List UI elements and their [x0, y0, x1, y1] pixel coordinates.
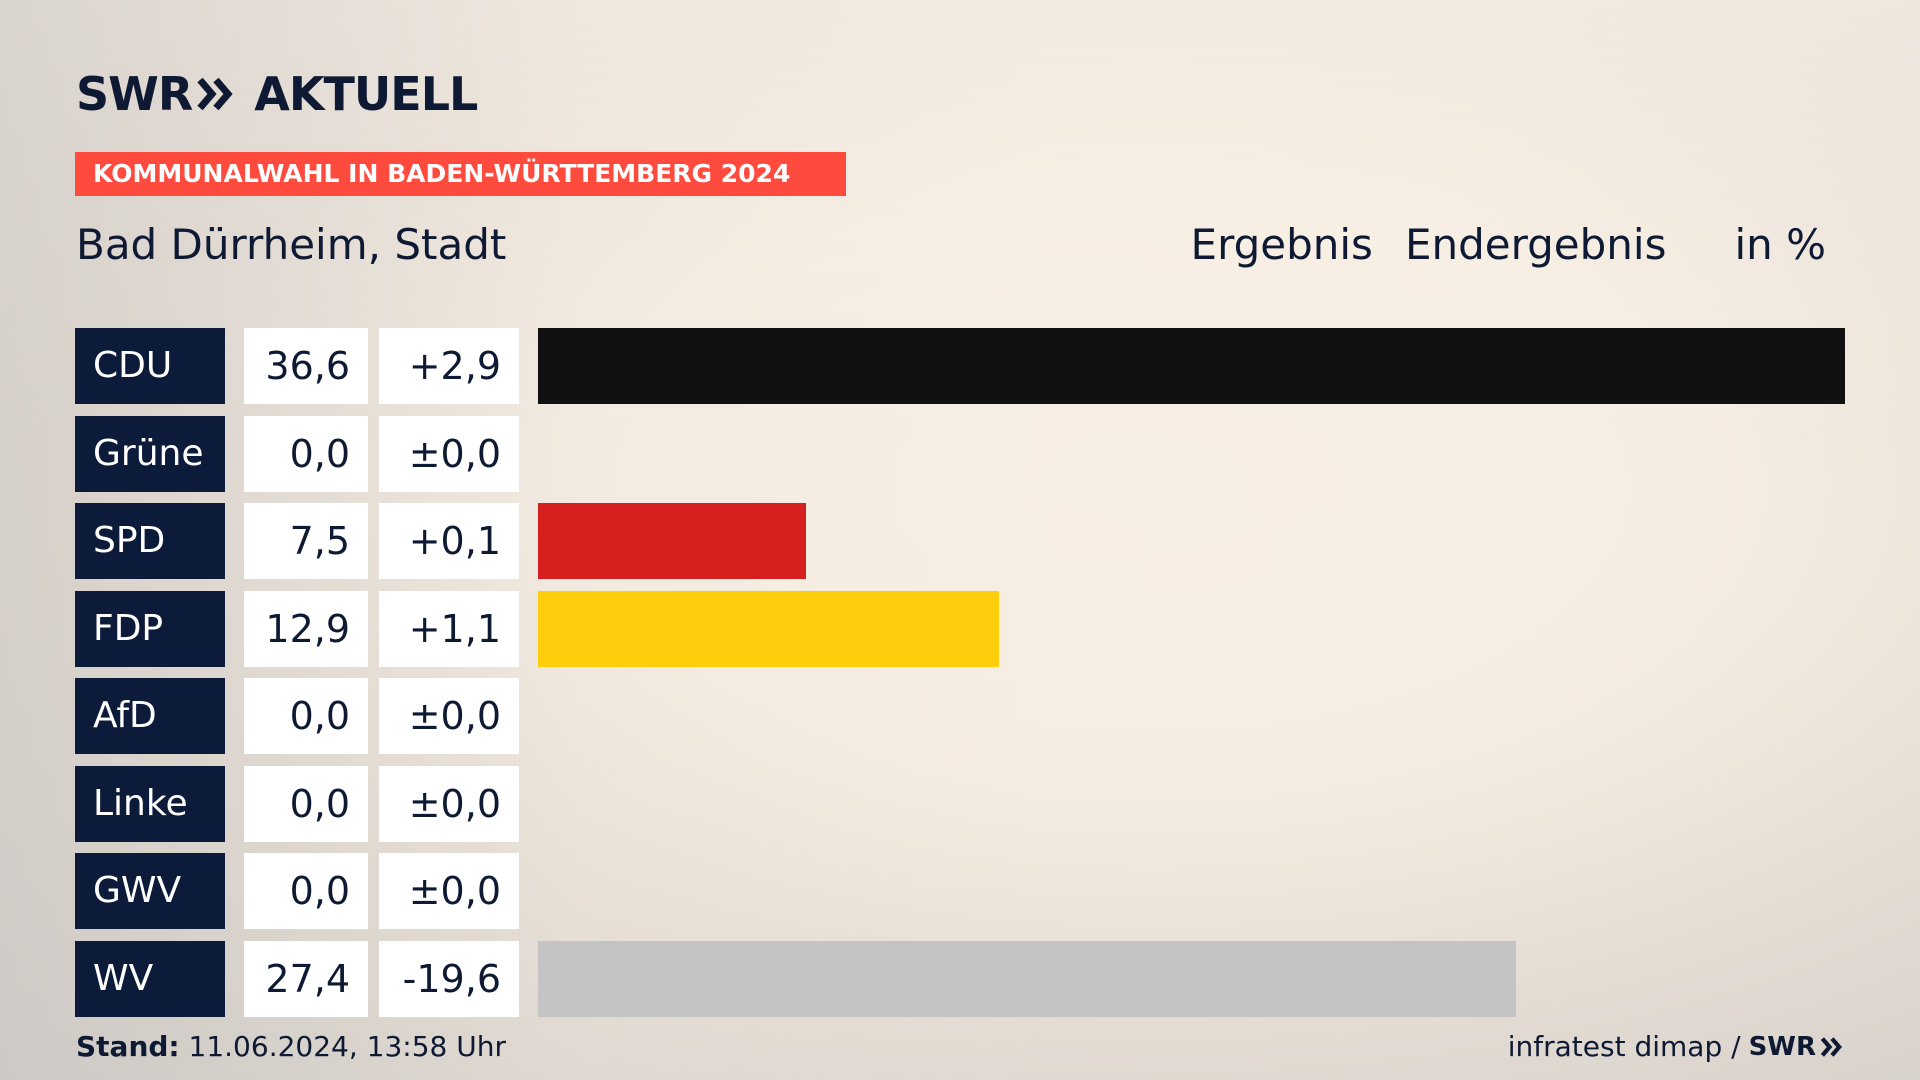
party-label: GWV	[75, 853, 225, 929]
header-unit: in %	[1734, 220, 1826, 269]
party-label: CDU	[75, 328, 225, 404]
result-row-wv: WV 27,4 -19,6	[75, 940, 1845, 1017]
party-label: WV	[75, 940, 225, 1017]
party-label: AfD	[75, 678, 225, 754]
footer-swr-logo: SWR	[1749, 1032, 1844, 1062]
result-row-spd: SPD 7,5 +0,1	[75, 503, 1845, 579]
logo-product-text: AKTUELL	[254, 67, 478, 121]
value-label: 0,0	[244, 678, 368, 754]
value-label: 0,0	[244, 765, 368, 842]
party-label: FDP	[75, 590, 225, 667]
diff-label: ±0,0	[379, 853, 519, 929]
party-label: Linke	[75, 765, 225, 842]
election-banner: KOMMUNALWAHL IN BADEN-WÜRTTEMBERG 2024	[75, 152, 846, 196]
diff-label: ±0,0	[379, 415, 519, 492]
column-headers: Ergebnis Endergebnis in %	[1191, 220, 1826, 269]
result-row-linke: Linke 0,0 ±0,0	[75, 765, 1845, 842]
diff-label: +1,1	[379, 590, 519, 667]
footer-swr-text: SWR	[1748, 1031, 1816, 1062]
logo-swr-text: SWR	[76, 67, 193, 121]
diff-label: -19,6	[379, 940, 519, 1017]
value-label: 12,9	[244, 590, 368, 667]
bar-cdu	[538, 328, 1845, 404]
value-label: 36,6	[244, 328, 368, 404]
source-text: infratest dimap /	[1507, 1030, 1741, 1063]
result-row-cdu: CDU 36,6 +2,9	[75, 328, 1845, 404]
diff-label: ±0,0	[379, 678, 519, 754]
header-result: Ergebnis	[1190, 220, 1373, 269]
party-label: Grüne	[75, 415, 225, 492]
stand-label: Stand:	[76, 1030, 180, 1063]
value-label: 0,0	[244, 415, 368, 492]
timestamp: Stand: 11.06.2024, 13:58 Uhr	[76, 1030, 506, 1063]
result-row-gwv: GWV 0,0 ±0,0	[75, 853, 1845, 929]
source-credit: infratest dimap / SWR	[1508, 1030, 1844, 1063]
result-row-grüne: Grüne 0,0 ±0,0	[75, 415, 1845, 492]
swr-aktuell-logo: SWR AKTUELL	[76, 64, 478, 124]
double-chevron-icon	[197, 77, 233, 111]
region-title: Bad Dürrheim, Stadt	[76, 220, 507, 269]
value-label: 27,4	[244, 940, 368, 1017]
diff-label: +0,1	[379, 503, 519, 579]
double-chevron-icon	[1820, 1036, 1842, 1057]
bar-wv	[538, 940, 1517, 1017]
party-label: SPD	[75, 503, 225, 579]
diff-label: +2,9	[379, 328, 519, 404]
bar-fdp	[538, 590, 999, 667]
value-label: 7,5	[244, 503, 368, 579]
bar-spd	[538, 503, 806, 579]
stand-value: 11.06.2024, 13:58 Uhr	[188, 1030, 506, 1063]
result-row-fdp: FDP 12,9 +1,1	[75, 590, 1845, 667]
diff-label: ±0,0	[379, 765, 519, 842]
header-status: Endergebnis	[1404, 220, 1667, 269]
result-row-afd: AfD 0,0 ±0,0	[75, 678, 1845, 754]
value-label: 0,0	[244, 853, 368, 929]
